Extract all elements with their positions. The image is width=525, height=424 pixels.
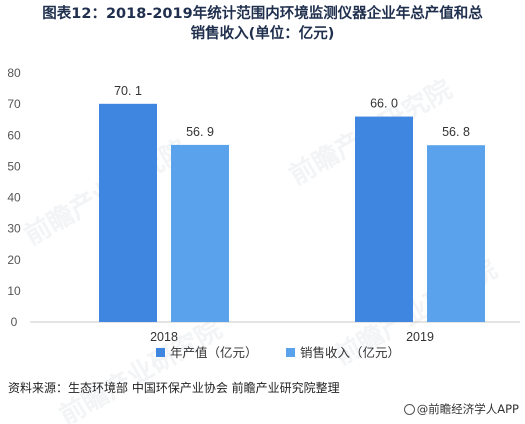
bar-2019-series-2 xyxy=(427,145,485,322)
legend-label-1: 年产值（亿元） xyxy=(170,345,258,360)
y-tick-label-2: 20 xyxy=(7,253,21,267)
x-tick-label-2018: 2018 xyxy=(150,330,178,344)
bar-2018-series-1 xyxy=(99,103,157,322)
logo-icon xyxy=(403,404,415,415)
legend-label-2: 销售收入（亿元） xyxy=(300,345,400,360)
y-tick-label-4: 40 xyxy=(7,191,21,205)
source-note: 资料来源：生态环境部 中国环保产业协会 前瞻产业研究院整理 xyxy=(8,381,340,395)
credit-text: @前瞻经济学人APP xyxy=(416,402,519,416)
x-tick-label-2019: 2019 xyxy=(406,330,434,344)
y-tick-label-3: 30 xyxy=(7,222,21,236)
data-label-2019-series-2: 56. 8 xyxy=(442,125,470,139)
watermark-3: 前瞻产业研究院 xyxy=(54,314,227,424)
chart-title-line-2: 销售收入(单位：亿元) xyxy=(190,26,335,42)
y-tick-label-5: 50 xyxy=(7,159,21,173)
legend-swatch-2 xyxy=(286,348,295,357)
chart-title: 图表12：2018-2019年统计范围内环境监测仪器企业年总产值和总 销售收入(… xyxy=(0,4,525,44)
y-tick-label-1: 10 xyxy=(7,284,21,298)
legend-swatch-1 xyxy=(156,348,165,357)
y-tick-label-6: 60 xyxy=(7,128,21,142)
data-label-2018-series-2: 56. 9 xyxy=(186,125,214,139)
y-tick-label-0: 0 xyxy=(11,315,18,329)
credit-line: @前瞻经济学人APP xyxy=(403,401,519,417)
bar-2018-series-2 xyxy=(171,144,229,322)
data-label-2018-series-1: 70. 1 xyxy=(114,84,142,98)
y-tick-label-8: 80 xyxy=(7,66,21,80)
data-label-2019-series-1: 66. 0 xyxy=(370,97,398,111)
bar-2019-series-1 xyxy=(355,116,413,322)
y-tick-label-7: 70 xyxy=(7,97,21,111)
chart-title-line-1: 图表12：2018-2019年统计范围内环境监测仪器企业年总产值和总 xyxy=(42,6,483,22)
